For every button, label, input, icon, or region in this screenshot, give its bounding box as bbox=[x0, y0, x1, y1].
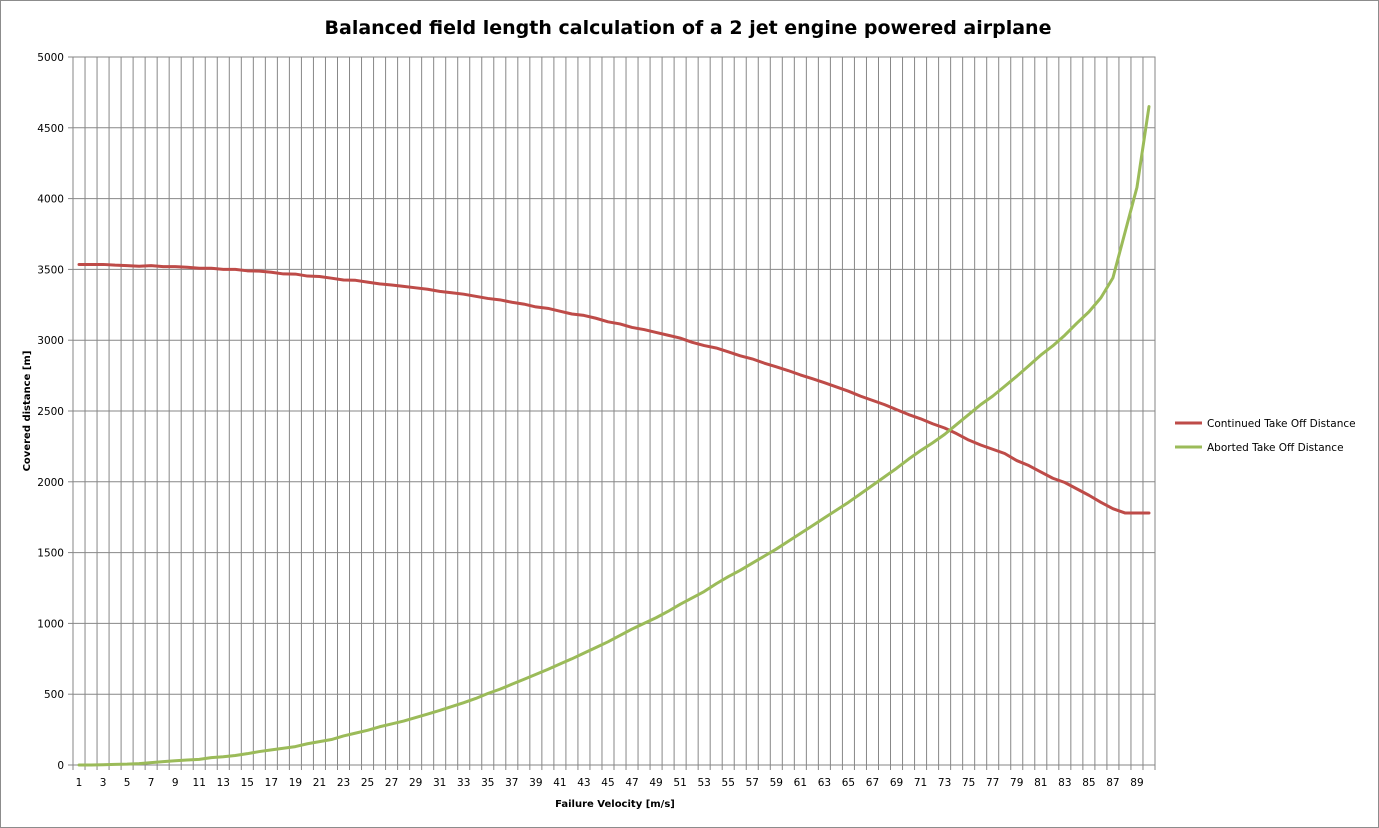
series-line-aborted-take-off bbox=[77, 105, 1151, 767]
x-tick-label: 51 bbox=[673, 777, 686, 789]
y-tick-label: 1000 bbox=[37, 618, 64, 630]
y-tick-label: 3500 bbox=[37, 264, 64, 276]
y-tick-label: 5000 bbox=[37, 52, 64, 64]
series-lines bbox=[77, 105, 1151, 767]
y-tick-label: 4500 bbox=[37, 123, 64, 135]
x-tick-label: 29 bbox=[409, 777, 422, 789]
series-line-continued-take-off bbox=[77, 262, 1151, 515]
x-tick-label: 5 bbox=[124, 777, 131, 789]
x-tick-label: 17 bbox=[265, 777, 278, 789]
y-tick-label: 500 bbox=[44, 689, 64, 701]
y-tick-label: 2500 bbox=[37, 406, 64, 418]
x-tick-label: 13 bbox=[217, 777, 230, 789]
x-tick-label: 37 bbox=[505, 777, 518, 789]
x-tick-label: 23 bbox=[337, 777, 350, 789]
legend-label: Continued Take Off Distance bbox=[1207, 418, 1356, 430]
y-axis-title: Covered distance [m] bbox=[22, 351, 33, 472]
x-tick-label: 3 bbox=[100, 777, 107, 789]
x-tick-label: 69 bbox=[890, 777, 903, 789]
x-tick-label: 79 bbox=[1010, 777, 1023, 789]
grid bbox=[73, 57, 1155, 765]
x-tick-label: 45 bbox=[601, 777, 614, 789]
y-axis-ticks: 0 500 1000 1500 2000 2500 3000 3500 4000 4500 5000 bbox=[37, 52, 73, 772]
x-tick-label: 61 bbox=[794, 777, 807, 789]
y-tick-label: 3000 bbox=[37, 335, 64, 347]
x-axis-title: Failure Velocity [m/s] bbox=[555, 799, 675, 810]
x-tick-label: 89 bbox=[1130, 777, 1143, 789]
y-tick-label: 0 bbox=[57, 760, 64, 772]
x-tick-label: 53 bbox=[697, 777, 710, 789]
y-tick-label: 2000 bbox=[37, 477, 64, 489]
x-tick-label: 71 bbox=[914, 777, 927, 789]
x-tick-label: 15 bbox=[241, 777, 254, 789]
x-tick-label: 81 bbox=[1034, 777, 1047, 789]
x-tick-label: 21 bbox=[313, 777, 326, 789]
x-tick-label: 67 bbox=[866, 777, 879, 789]
x-tick-label: 85 bbox=[1082, 777, 1095, 789]
x-tick-label: 27 bbox=[385, 777, 398, 789]
x-tick-label: 43 bbox=[577, 777, 590, 789]
x-tick-label: 49 bbox=[649, 777, 662, 789]
x-tick-label: 65 bbox=[842, 777, 855, 789]
x-tick-label: 77 bbox=[986, 777, 999, 789]
x-tick-label: 59 bbox=[770, 777, 783, 789]
x-tick-label: 55 bbox=[722, 777, 735, 789]
legend: Continued Take Off Distance Aborted Take … bbox=[1175, 418, 1356, 454]
x-tick-label: 9 bbox=[172, 777, 179, 789]
x-tick-label: 75 bbox=[962, 777, 975, 789]
x-tick-label: 39 bbox=[529, 777, 542, 789]
x-tick-label: 35 bbox=[481, 777, 494, 789]
x-tick-label: 11 bbox=[193, 777, 206, 789]
x-tick-label: 19 bbox=[289, 777, 302, 789]
x-tick-label: 31 bbox=[433, 777, 446, 789]
x-tick-label: 7 bbox=[148, 777, 155, 789]
x-axis-ticks: 1 3 5 7 9 11 13 15 17 19 21 23 25 27 29 31 33 35 37 39 41 43 4… bbox=[72, 765, 1156, 789]
x-tick-label: 25 bbox=[361, 777, 374, 789]
x-tick-label: 1 bbox=[76, 777, 83, 789]
x-tick-label: 33 bbox=[457, 777, 470, 789]
y-tick-label: 1500 bbox=[37, 548, 64, 560]
y-tick-label: 4000 bbox=[37, 194, 64, 206]
x-tick-label: 83 bbox=[1058, 777, 1071, 789]
x-tick-label: 47 bbox=[625, 777, 638, 789]
x-tick-label: 63 bbox=[818, 777, 831, 789]
x-tick-label: 57 bbox=[746, 777, 759, 789]
x-tick-label: 73 bbox=[938, 777, 951, 789]
x-tick-label: 87 bbox=[1106, 777, 1119, 789]
legend-label: Aborted Take Off Distance bbox=[1207, 442, 1344, 454]
x-tick-label: 41 bbox=[553, 777, 566, 789]
chart-title: Balanced field length calculation of a 2… bbox=[325, 17, 1052, 39]
